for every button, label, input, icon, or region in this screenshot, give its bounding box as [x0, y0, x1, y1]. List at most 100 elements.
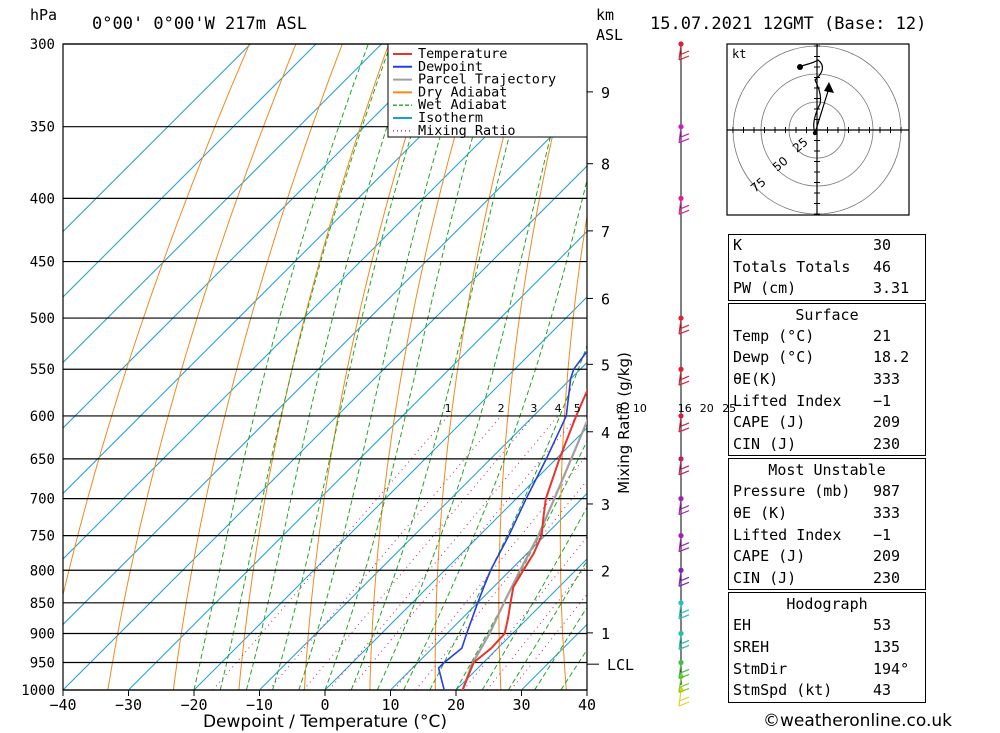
- wind-barb: [678, 499, 690, 516]
- info-key: CAPE (J): [733, 413, 806, 432]
- pressure-tick-label: 300: [30, 37, 55, 53]
- pressure-tick-label: 600: [30, 409, 55, 425]
- mixing-ratio-label: 5: [574, 402, 581, 415]
- isotherm-line: [63, 99, 587, 626]
- lcl-label: LCL: [607, 656, 634, 674]
- isotherm-line: [63, 44, 251, 233]
- isotherm-line: [455, 558, 587, 690]
- info-row: CAPE (J) 209: [729, 546, 925, 568]
- mixing-ratio-label: 1: [445, 402, 452, 415]
- x-tick-label: −40: [49, 696, 76, 714]
- pressure-tick-label: 700: [30, 492, 55, 508]
- pressure-tick-label: 650: [30, 452, 55, 468]
- info-key: Temp (°C): [733, 326, 815, 345]
- x-tick-label: 10: [381, 696, 399, 714]
- wet-adiabat-line: [350, 44, 535, 690]
- info-key: θE(K): [733, 369, 779, 388]
- wind-barb: [678, 127, 690, 144]
- info-key: Totals Totals: [733, 257, 851, 276]
- hodograph-unit-label: kt: [732, 47, 746, 61]
- isotherm-line: [63, 44, 513, 495]
- info-key: PW (cm): [733, 279, 797, 298]
- legend-box: [387, 43, 588, 138]
- wind-level-dot: [678, 496, 684, 502]
- mixing-ratio-axis-label: Mixing Ratio (g/kg): [615, 352, 633, 494]
- legend-entry-label: Dewpoint: [418, 59, 483, 75]
- info-key: Lifted Index: [733, 391, 842, 410]
- pressure-tick-label: 1000: [21, 683, 55, 699]
- pressure-tick-label: 350: [30, 120, 55, 136]
- indices-table: K 30 Totals Totals 46 PW (cm) 3.31 Surface Te…: [728, 234, 926, 705]
- km-tick-label: 2: [601, 562, 610, 580]
- pressure-unit-label: hPa: [30, 6, 57, 24]
- wind-barb: [678, 603, 690, 620]
- mixing-ratio-line: [212, 415, 449, 690]
- km-tick-label: 9: [601, 84, 610, 102]
- wind-level-dot: [678, 41, 684, 47]
- info-key: Pressure (mb): [733, 482, 851, 501]
- mixing-ratio-label: 20: [700, 402, 714, 415]
- info-value: −1: [873, 525, 892, 544]
- dry-adiabat-line: [942, 44, 1000, 690]
- datetime-label: 15.07.2021 12GMT (Base: 12): [650, 14, 926, 34]
- x-tick-label: −10: [246, 696, 273, 714]
- wet-adiabat-line: [245, 44, 416, 690]
- dry-adiabat-line: [498, 44, 575, 690]
- wind-barb: [678, 663, 690, 680]
- wind-level-dot: [678, 124, 684, 130]
- info-row: Dewp (°C) 18.2: [729, 347, 925, 369]
- info-value: 333: [873, 503, 901, 522]
- wind-barb: [678, 44, 690, 61]
- info-value: 194°: [873, 659, 910, 678]
- pressure-tick-label: 900: [30, 626, 55, 642]
- info-row: CIN (J) 230: [729, 434, 925, 456]
- km-tick-label: 8: [601, 156, 610, 174]
- mixing-ratio-label: 2: [498, 402, 505, 415]
- storm-motion-vector: [814, 87, 830, 134]
- wind-barb: [678, 571, 690, 587]
- wet-adiabat-line: [272, 44, 441, 690]
- asl-label: ASL: [596, 26, 623, 44]
- mixing-ratio-label: 10: [633, 402, 647, 415]
- wind-level-dot: [678, 413, 684, 419]
- info-row: Lifted Index −1: [729, 525, 925, 547]
- info-value: 209: [873, 413, 901, 432]
- wet-adiabat-line: [455, 439, 587, 690]
- info-row: SREH 135: [729, 637, 925, 659]
- dry-adiabat-line: [238, 44, 390, 690]
- legend-entry-label: Dry Adiabat: [418, 84, 507, 100]
- dewpoint-line: [437, 350, 587, 690]
- mixing-ratio-label: 3: [530, 402, 537, 415]
- credit-label: ©weatheronline.co.uk: [763, 711, 952, 731]
- wind-level-dot: [678, 533, 684, 539]
- wind-barb: [678, 199, 690, 215]
- wind-barb: [678, 677, 690, 693]
- x-tick-label: −30: [115, 696, 142, 714]
- x-axis-label: Dewpoint / Temperature (°C): [203, 712, 447, 732]
- info-key: K: [733, 236, 743, 254]
- info-value: 209: [873, 547, 901, 566]
- storm-motion-arrowhead: [824, 82, 834, 93]
- most-unstable-section: Most Unstable Pressure (mb) 987 θE (K) 333 L…: [728, 458, 926, 591]
- mixing-ratio-line: [328, 415, 559, 690]
- surface-title: Surface: [795, 305, 859, 324]
- dry-adiabat-line: [991, 44, 1000, 690]
- mixing-ratio-line: [268, 415, 502, 690]
- mixing-ratio-label: 8: [616, 402, 623, 415]
- pressure-tick-label: 800: [30, 563, 55, 579]
- hodograph-trace: [801, 59, 824, 134]
- info-key: CAPE (J): [733, 547, 806, 566]
- info-row: CAPE (J) 209: [729, 412, 925, 434]
- info-row: PW (cm) 3.31: [729, 278, 925, 300]
- wind-barb: [678, 319, 690, 335]
- wind-barb: [678, 459, 690, 476]
- info-row: Pressure (mb) 987: [729, 481, 925, 503]
- x-tick-label: 20: [447, 696, 465, 714]
- x-tick-label: 0: [320, 696, 329, 714]
- wind-barb: [678, 634, 690, 651]
- most-unstable-title: Most Unstable: [768, 461, 886, 480]
- info-key: EH: [733, 616, 752, 635]
- legend-entry-label: Temperature: [418, 46, 507, 62]
- km-tick-label: 5: [601, 356, 610, 374]
